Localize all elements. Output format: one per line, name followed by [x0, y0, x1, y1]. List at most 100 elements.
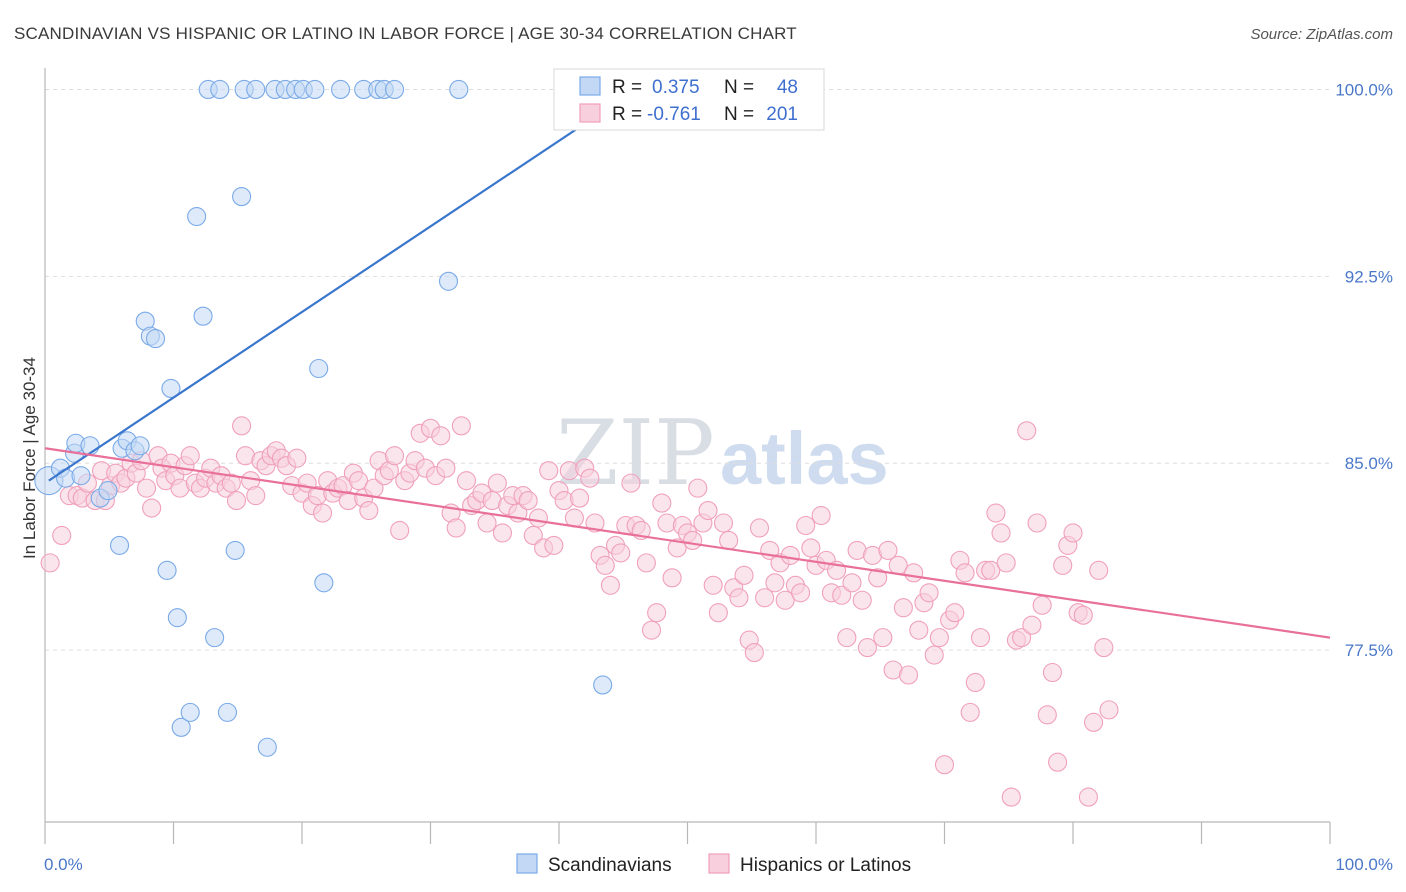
hispanic-point	[986, 503, 1006, 523]
scandinavian-point	[438, 271, 459, 291]
hispanic-point	[232, 416, 252, 436]
stats-legend-n-value-1: 48	[777, 77, 798, 98]
hispanic-point	[796, 515, 816, 536]
hispanic-point	[729, 588, 749, 608]
scandinavian-point	[314, 573, 334, 593]
y-tick-label-2: 85.0%	[1345, 454, 1393, 473]
hispanic-point	[570, 488, 590, 508]
hispanic-point	[929, 628, 949, 648]
scandinavian-point	[309, 358, 329, 379]
hispanic-point	[451, 416, 471, 436]
stats-legend-swatch-hispanics	[579, 103, 601, 123]
scandinavian-point	[384, 79, 405, 99]
hispanic-point	[539, 461, 559, 481]
hispanic-point	[180, 446, 200, 466]
hispanic-point	[456, 471, 477, 491]
hispanic-point	[683, 530, 703, 550]
stats-legend-n-value-2: 201	[766, 104, 798, 125]
scandinavian-point	[225, 540, 245, 560]
series-scandinavians-points	[34, 79, 613, 757]
hispanic-point	[518, 491, 538, 511]
scandinavian-point	[593, 675, 613, 695]
hispanic-point	[734, 565, 754, 585]
hispanic-point	[390, 520, 410, 541]
hispanic-point	[1017, 421, 1037, 441]
hispanic-point	[924, 645, 944, 665]
scandinavian-point	[305, 79, 325, 99]
hispanic-point	[780, 545, 800, 565]
hispanic-point	[775, 590, 795, 610]
scandinavian-point	[193, 306, 213, 326]
trend-line-scandinavians	[48, 88, 637, 482]
hispanic-point	[647, 603, 667, 623]
hispanic-point	[996, 553, 1016, 573]
hispanic-point	[749, 518, 770, 538]
hispanic-point	[1032, 595, 1052, 615]
bottom-legend-swatch-scandinavians	[516, 853, 538, 874]
hispanic-point	[898, 665, 919, 685]
scandinavian-point	[161, 378, 181, 398]
hispanic-point	[703, 575, 723, 595]
hispanic-point	[1063, 523, 1083, 543]
scandinavian-point	[205, 628, 225, 648]
stats-legend-n-label-2: N =	[724, 104, 754, 125]
hispanic-point	[965, 672, 985, 693]
stats-legend-r-label-2: R =	[612, 104, 642, 125]
hispanic-point	[713, 513, 734, 533]
hispanic-point	[981, 560, 1001, 580]
bottom-legend-label-scandinavians: Scandinavians	[548, 855, 672, 876]
hispanic-point	[868, 568, 888, 588]
hispanic-point	[765, 573, 785, 593]
trend-line-hispanics	[44, 447, 1331, 639]
hispanic-point	[688, 478, 708, 498]
watermark-atlas: atlas	[720, 417, 889, 500]
stats-legend-n-label-1: N =	[724, 77, 754, 98]
scandinavian-point	[98, 481, 118, 501]
hispanic-point	[446, 518, 466, 538]
hispanic-point	[934, 755, 955, 775]
hispanic-point	[1022, 615, 1042, 635]
hispanic-point	[477, 513, 497, 533]
hispanic-point	[811, 505, 831, 526]
hispanic-point	[1048, 752, 1068, 772]
stats-legend-r-label-1: R =	[612, 77, 642, 98]
hispanic-point	[667, 538, 687, 558]
bottom-legend-swatch-hispanics	[708, 853, 730, 874]
scandinavian-point	[257, 737, 277, 757]
scandinavian-point	[330, 79, 351, 99]
scandinavian-point	[217, 702, 238, 722]
hispanic-point	[580, 468, 600, 488]
hispanic-point	[662, 568, 682, 588]
scandinavian-point	[167, 608, 187, 628]
hispanic-point	[970, 628, 991, 648]
hispanic-point	[359, 500, 379, 521]
hispanic-point	[744, 643, 764, 663]
stats-legend-r-value-2: -0.761	[647, 104, 701, 125]
scandinavian-point	[145, 329, 166, 349]
y-tick-label-1: 92.5%	[1345, 267, 1393, 286]
hispanic-point	[1099, 700, 1119, 720]
scandinavian-point	[449, 79, 469, 99]
hispanic-point	[636, 553, 656, 573]
hispanic-point	[313, 503, 333, 523]
hispanic-point	[585, 513, 605, 533]
hispanic-point	[431, 426, 451, 446]
hispanic-point	[226, 491, 247, 511]
stats-legend-swatch-scandinavians	[579, 76, 601, 96]
hispanic-point	[904, 563, 924, 583]
hispanic-point	[837, 628, 857, 648]
hispanic-point	[955, 563, 975, 583]
hispanic-point	[1012, 628, 1032, 648]
scandinavian-point	[180, 702, 200, 722]
hispanic-point	[919, 583, 939, 603]
hispanic-point	[246, 486, 266, 506]
scandinavian-point	[246, 79, 266, 99]
watermark: ZIP atlas	[556, 401, 889, 506]
hispanic-point	[893, 598, 913, 618]
hispanic-point	[621, 473, 641, 493]
hispanic-point	[1053, 555, 1073, 575]
hispanic-point	[142, 498, 162, 518]
scandinavian-point	[130, 436, 150, 456]
hispanic-point	[873, 628, 893, 648]
